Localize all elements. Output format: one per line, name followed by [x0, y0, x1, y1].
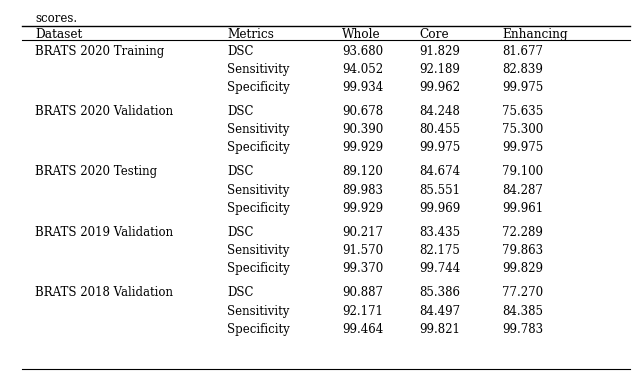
- Text: 85.551: 85.551: [419, 184, 460, 197]
- Text: 99.929: 99.929: [342, 141, 383, 154]
- Text: BRATS 2020 Testing: BRATS 2020 Testing: [35, 166, 157, 178]
- Text: Enhancing: Enhancing: [502, 28, 568, 40]
- Text: DSC: DSC: [227, 166, 253, 178]
- Text: Dataset: Dataset: [35, 28, 83, 40]
- Text: 82.175: 82.175: [419, 244, 460, 257]
- Text: Sensitivity: Sensitivity: [227, 184, 289, 197]
- Text: 89.983: 89.983: [342, 184, 383, 197]
- Text: DSC: DSC: [227, 105, 253, 118]
- Text: BRATS 2020 Training: BRATS 2020 Training: [35, 45, 164, 57]
- Text: 99.464: 99.464: [342, 323, 383, 336]
- Text: 99.934: 99.934: [342, 81, 383, 94]
- Text: 75.635: 75.635: [502, 105, 543, 118]
- Text: 83.435: 83.435: [419, 226, 460, 239]
- Text: 91.829: 91.829: [419, 45, 460, 57]
- Text: 99.975: 99.975: [502, 81, 543, 94]
- Text: 84.497: 84.497: [419, 305, 460, 318]
- Text: 99.744: 99.744: [419, 262, 460, 275]
- Text: 99.370: 99.370: [342, 262, 383, 275]
- Text: DSC: DSC: [227, 45, 253, 57]
- Text: BRATS 2018 Validation: BRATS 2018 Validation: [35, 287, 173, 299]
- Text: 89.120: 89.120: [342, 166, 383, 178]
- Text: 79.100: 79.100: [502, 166, 543, 178]
- Text: Specificity: Specificity: [227, 262, 290, 275]
- Text: 90.887: 90.887: [342, 287, 383, 299]
- Text: 99.783: 99.783: [502, 323, 543, 336]
- Text: 92.171: 92.171: [342, 305, 383, 318]
- Text: 72.289: 72.289: [502, 226, 543, 239]
- Text: 92.189: 92.189: [419, 63, 460, 76]
- Text: 82.839: 82.839: [502, 63, 543, 76]
- Text: BRATS 2020 Validation: BRATS 2020 Validation: [35, 105, 173, 118]
- Text: 85.386: 85.386: [419, 287, 460, 299]
- Text: Whole: Whole: [342, 28, 381, 40]
- Text: Specificity: Specificity: [227, 323, 290, 336]
- Text: 93.680: 93.680: [342, 45, 383, 57]
- Text: 90.217: 90.217: [342, 226, 383, 239]
- Text: Sensitivity: Sensitivity: [227, 305, 289, 318]
- Text: 75.300: 75.300: [502, 123, 543, 136]
- Text: Core: Core: [419, 28, 449, 40]
- Text: Specificity: Specificity: [227, 81, 290, 94]
- Text: 84.248: 84.248: [419, 105, 460, 118]
- Text: 99.975: 99.975: [502, 141, 543, 154]
- Text: 84.287: 84.287: [502, 184, 543, 197]
- Text: 99.969: 99.969: [419, 202, 460, 215]
- Text: 91.570: 91.570: [342, 244, 383, 257]
- Text: 79.863: 79.863: [502, 244, 543, 257]
- Text: 99.829: 99.829: [502, 262, 543, 275]
- Text: Sensitivity: Sensitivity: [227, 123, 289, 136]
- Text: Sensitivity: Sensitivity: [227, 63, 289, 76]
- Text: 94.052: 94.052: [342, 63, 383, 76]
- Text: 99.962: 99.962: [419, 81, 460, 94]
- Text: DSC: DSC: [227, 287, 253, 299]
- Text: 77.270: 77.270: [502, 287, 543, 299]
- Text: 80.455: 80.455: [419, 123, 460, 136]
- Text: 84.674: 84.674: [419, 166, 460, 178]
- Text: 99.821: 99.821: [419, 323, 460, 336]
- Text: 90.678: 90.678: [342, 105, 383, 118]
- Text: Specificity: Specificity: [227, 141, 290, 154]
- Text: scores.: scores.: [35, 12, 77, 25]
- Text: 84.385: 84.385: [502, 305, 543, 318]
- Text: 90.390: 90.390: [342, 123, 383, 136]
- Text: Specificity: Specificity: [227, 202, 290, 215]
- Text: 81.677: 81.677: [502, 45, 543, 57]
- Text: 99.975: 99.975: [419, 141, 460, 154]
- Text: 99.929: 99.929: [342, 202, 383, 215]
- Text: BRATS 2019 Validation: BRATS 2019 Validation: [35, 226, 173, 239]
- Text: Metrics: Metrics: [227, 28, 274, 40]
- Text: 99.961: 99.961: [502, 202, 543, 215]
- Text: DSC: DSC: [227, 226, 253, 239]
- Text: Sensitivity: Sensitivity: [227, 244, 289, 257]
